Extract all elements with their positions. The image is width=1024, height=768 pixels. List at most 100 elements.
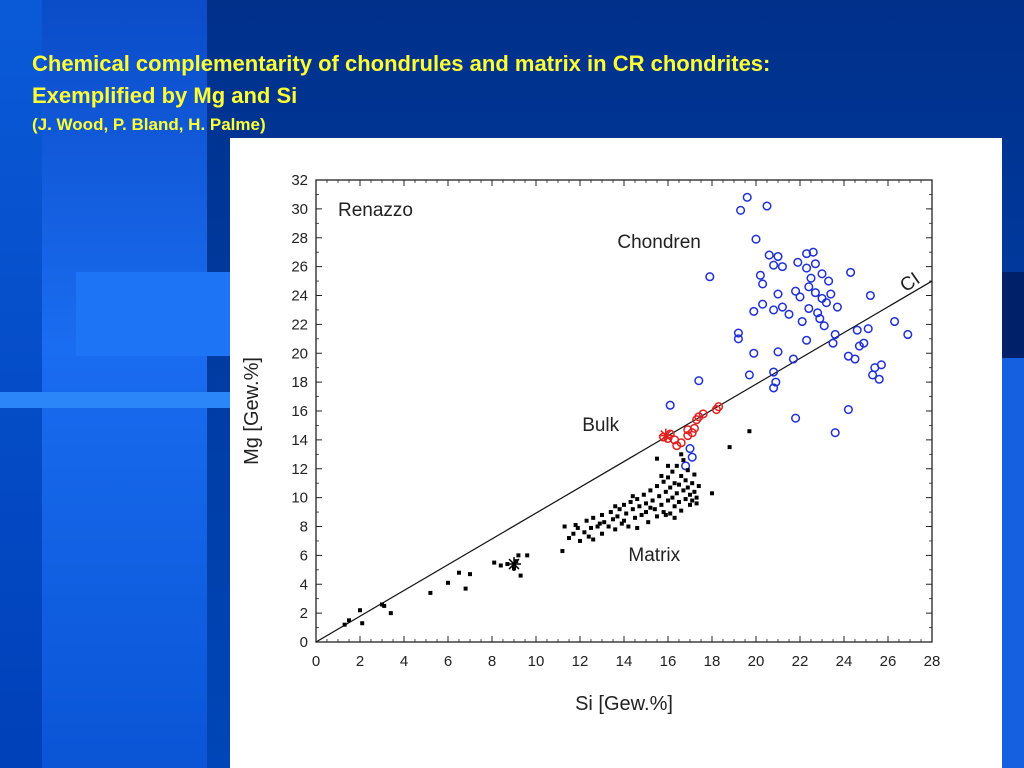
matrix-point bbox=[747, 429, 752, 434]
chondren-point bbox=[777, 302, 787, 312]
matrix-point bbox=[633, 515, 637, 520]
matrix-point bbox=[679, 452, 684, 457]
x-tick-label: 24 bbox=[836, 653, 853, 670]
chondren-point bbox=[890, 316, 900, 327]
matrix-star bbox=[508, 558, 520, 570]
chondren-point bbox=[773, 251, 783, 262]
chondren-point bbox=[819, 321, 829, 331]
matrix-point bbox=[463, 586, 468, 591]
matrix-point bbox=[584, 518, 589, 523]
chondren-point bbox=[824, 276, 834, 286]
bulk-point bbox=[687, 428, 697, 438]
matrix-point bbox=[672, 481, 677, 486]
y-tick-label: 20 bbox=[291, 345, 308, 362]
matrix-point bbox=[690, 498, 695, 503]
chondren-point bbox=[771, 377, 781, 387]
matrix-point bbox=[611, 517, 615, 522]
annotation-chondren: Chondren bbox=[617, 232, 700, 253]
matrix-point bbox=[586, 534, 591, 539]
chondren-point bbox=[694, 376, 704, 386]
matrix-point bbox=[606, 524, 611, 529]
annotation-renazzo: Renazzo bbox=[338, 200, 413, 221]
matrix-point bbox=[602, 520, 607, 525]
slide-title-line1: Chemical complementarity of chondrules a… bbox=[32, 51, 771, 76]
annotation-bulk: Bulk bbox=[582, 415, 619, 436]
chondren-point bbox=[863, 324, 873, 334]
chondren-point bbox=[868, 370, 878, 380]
chondren-point bbox=[804, 303, 814, 314]
x-axis-title: Si [Gew.%] bbox=[575, 693, 673, 715]
chondren-point bbox=[817, 293, 827, 303]
matrix-point bbox=[518, 573, 523, 578]
matrix-point bbox=[681, 488, 686, 493]
matrix-point bbox=[641, 492, 646, 497]
matrix-point bbox=[661, 479, 666, 484]
matrix-point bbox=[382, 603, 387, 608]
matrix-point bbox=[428, 590, 433, 595]
matrix-point bbox=[661, 510, 666, 515]
chondren-point bbox=[850, 354, 860, 364]
matrix-point bbox=[679, 508, 684, 513]
chondren-point bbox=[810, 259, 820, 269]
chondren-point bbox=[773, 289, 783, 299]
chondren-point bbox=[830, 329, 840, 340]
matrix-point bbox=[668, 511, 673, 516]
chondren-point bbox=[749, 306, 759, 316]
matrix-point bbox=[666, 498, 670, 503]
matrix-point bbox=[652, 507, 657, 512]
matrix-point bbox=[692, 472, 697, 477]
bulk-point bbox=[676, 438, 686, 448]
chondren-point bbox=[852, 325, 862, 335]
x-tick-label: 22 bbox=[792, 653, 809, 670]
chondren-point bbox=[784, 309, 794, 319]
chondren-point bbox=[817, 269, 827, 279]
matrix-point bbox=[597, 521, 602, 526]
matrix-point bbox=[655, 514, 659, 519]
matrix-point bbox=[613, 527, 618, 532]
matrix-point bbox=[668, 485, 673, 490]
y-tick-label: 26 bbox=[291, 259, 308, 276]
x-tick-label: 26 bbox=[880, 653, 897, 670]
chondren-point bbox=[808, 247, 818, 257]
matrix-point bbox=[619, 521, 624, 526]
y-tick-label: 10 bbox=[291, 490, 308, 507]
chondren-point bbox=[865, 290, 875, 301]
matrix-point bbox=[727, 445, 732, 450]
chondren-point bbox=[876, 360, 886, 370]
matrix-point bbox=[613, 504, 618, 509]
chondren-point bbox=[802, 249, 812, 259]
matrix-point bbox=[659, 502, 664, 507]
matrix-point bbox=[615, 514, 620, 519]
chondren-point bbox=[685, 443, 695, 454]
matrix-point bbox=[608, 510, 613, 515]
matrix-point bbox=[622, 518, 626, 523]
background-right-dark bbox=[1002, 272, 1024, 358]
bulk-point bbox=[714, 402, 724, 412]
matrix-point bbox=[600, 531, 604, 536]
y-tick-label: 24 bbox=[291, 288, 308, 305]
x-tick-label: 14 bbox=[616, 653, 633, 670]
chondren-point bbox=[806, 273, 816, 283]
matrix-point bbox=[358, 608, 362, 613]
matrix-point bbox=[683, 497, 688, 502]
matrix-point bbox=[468, 572, 472, 577]
x-tick-label: 20 bbox=[748, 653, 765, 670]
matrix-point bbox=[685, 485, 690, 490]
matrix-point bbox=[617, 507, 622, 512]
matrix-point bbox=[562, 524, 567, 529]
matrix-point bbox=[655, 484, 659, 489]
background-column-left bbox=[0, 0, 42, 768]
matrix-point bbox=[591, 537, 596, 542]
matrix-point bbox=[639, 512, 644, 517]
y-tick-label: 30 bbox=[291, 201, 308, 218]
matrix-point bbox=[498, 563, 503, 568]
chondren-point bbox=[828, 338, 838, 348]
matrix-point bbox=[582, 530, 587, 535]
background-band bbox=[0, 392, 230, 408]
y-tick-label: 8 bbox=[300, 519, 308, 536]
matrix-point bbox=[674, 491, 679, 496]
matrix-point bbox=[525, 553, 530, 558]
chondren-point bbox=[736, 205, 746, 215]
matrix-point bbox=[630, 507, 635, 512]
matrix-point bbox=[648, 505, 653, 510]
